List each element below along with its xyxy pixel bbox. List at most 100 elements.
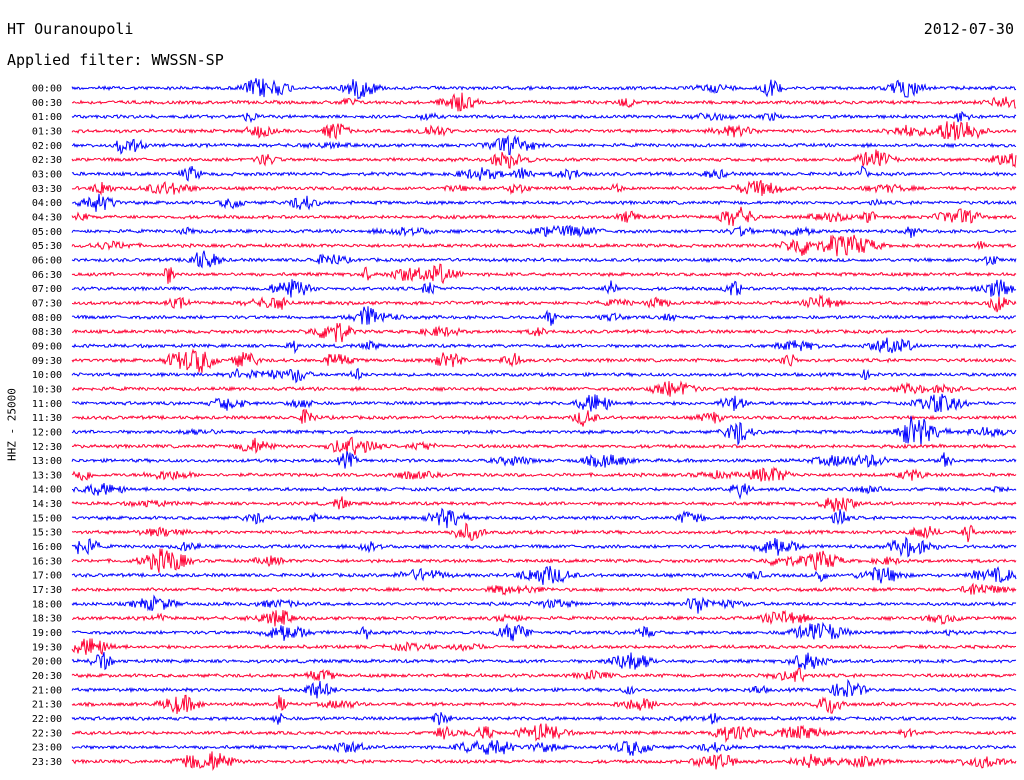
- trace-1700: [71, 565, 1017, 585]
- trace-1600: [71, 536, 1017, 558]
- trace-1500: [71, 507, 1017, 529]
- time-label-0330: 03:30: [32, 184, 62, 195]
- time-label-1630: 16:30: [32, 556, 62, 567]
- trace-1730: [71, 582, 1017, 596]
- time-label-0730: 07:30: [32, 298, 62, 309]
- time-label-1100: 11:00: [32, 399, 62, 410]
- time-label-0900: 09:00: [32, 341, 62, 352]
- time-label-2300: 23:00: [32, 743, 62, 754]
- time-label-1830: 18:30: [32, 614, 62, 625]
- trace-1530: [71, 522, 1017, 543]
- time-label-1030: 10:30: [32, 384, 62, 395]
- trace-2230: [71, 723, 1017, 743]
- trace-1330: [71, 466, 1017, 482]
- time-label-0230: 02:30: [32, 155, 62, 166]
- time-label-0030: 00:30: [32, 98, 62, 109]
- trace-1930: [71, 638, 1017, 656]
- trace-0630: [71, 263, 1017, 285]
- trace-1800: [71, 594, 1017, 614]
- time-label-0630: 06:30: [32, 270, 62, 281]
- time-label-1530: 15:30: [32, 528, 62, 539]
- trace-1100: [71, 393, 1017, 413]
- time-label-2100: 21:00: [32, 685, 62, 696]
- time-label-1730: 17:30: [32, 585, 62, 596]
- trace-0500: [71, 224, 1017, 239]
- trace-group: [71, 78, 1017, 771]
- trace-1830: [71, 609, 1017, 627]
- time-label-0930: 09:30: [32, 356, 62, 367]
- time-label-0800: 08:00: [32, 313, 62, 324]
- trace-0800: [71, 306, 1017, 326]
- trace-0300: [71, 165, 1017, 182]
- trace-0900: [71, 337, 1017, 355]
- trace-0230: [71, 149, 1017, 169]
- time-label-0300: 03:00: [32, 169, 62, 180]
- trace-0930: [71, 348, 1017, 373]
- time-label-0500: 05:00: [32, 227, 62, 238]
- time-label-0130: 01:30: [32, 126, 62, 137]
- time-label-0700: 07:00: [32, 284, 62, 295]
- trace-1900: [71, 621, 1017, 642]
- time-label-0430: 04:30: [32, 212, 62, 223]
- time-label-2130: 21:30: [32, 700, 62, 711]
- trace-1430: [71, 496, 1017, 513]
- trace-1130: [71, 408, 1017, 427]
- trace-1200: [71, 416, 1017, 447]
- time-label-1200: 12:00: [32, 427, 62, 438]
- time-label-2330: 23:30: [32, 757, 62, 768]
- time-label-0000: 00:00: [32, 84, 62, 95]
- time-label-1800: 18:00: [32, 599, 62, 610]
- trace-1230: [71, 436, 1017, 456]
- time-label-1000: 10:00: [32, 370, 62, 381]
- time-label-1130: 11:30: [32, 413, 62, 424]
- trace-0030: [71, 92, 1017, 112]
- trace-0600: [71, 250, 1017, 269]
- time-label-1500: 15:00: [32, 513, 62, 524]
- time-label-2230: 22:30: [32, 728, 62, 739]
- time-label-2200: 22:00: [32, 714, 62, 725]
- trace-2000: [71, 652, 1017, 671]
- trace-2200: [71, 712, 1017, 726]
- time-label-2030: 20:30: [32, 671, 62, 682]
- time-label-1430: 14:30: [32, 499, 62, 510]
- trace-2130: [71, 694, 1017, 715]
- trace-2100: [71, 678, 1017, 699]
- trace-0730: [71, 293, 1017, 313]
- time-label-1300: 13:00: [32, 456, 62, 467]
- trace-0130: [71, 121, 1017, 141]
- trace-2330: [71, 751, 1017, 771]
- time-label-0200: 02:00: [32, 141, 62, 152]
- time-label-0830: 08:30: [32, 327, 62, 338]
- time-label-1330: 13:30: [32, 470, 62, 481]
- time-label-group: 00:00 00:30 01:00 01:30 02:00 02:30 03:00 03:30…: [32, 84, 62, 769]
- trace-0430: [71, 206, 1017, 227]
- trace-1630: [71, 548, 1017, 573]
- time-label-0530: 05:30: [32, 241, 62, 252]
- trace-2030: [71, 667, 1017, 683]
- trace-0700: [71, 279, 1017, 298]
- trace-1000: [71, 367, 1017, 384]
- time-label-1930: 19:30: [32, 642, 62, 653]
- trace-0330: [71, 179, 1017, 196]
- trace-1400: [71, 483, 1017, 500]
- trace-2300: [71, 739, 1017, 756]
- station-name: HT Ouranoupoli: [7, 20, 134, 38]
- trace-0000: [71, 78, 1017, 100]
- trace-0530: [71, 234, 1017, 257]
- trace-0400: [71, 193, 1017, 212]
- time-label-2000: 20:00: [32, 657, 62, 668]
- trace-1300: [71, 451, 1017, 469]
- trace-0830: [72, 323, 1017, 343]
- time-label-0400: 04:00: [32, 198, 62, 209]
- plot-date: 2012-07-30: [923, 20, 1014, 38]
- trace-0200: [71, 134, 1017, 155]
- trace-0100: [71, 110, 1017, 124]
- time-label-1600: 16:00: [32, 542, 62, 553]
- time-label-0100: 01:00: [32, 112, 62, 123]
- time-label-1900: 19:00: [32, 628, 62, 639]
- time-label-0600: 06:00: [32, 255, 62, 266]
- trace-1030: [71, 380, 1017, 397]
- filter-label: Applied filter: WWSSN-SP: [7, 51, 224, 69]
- time-label-1700: 17:00: [32, 571, 62, 582]
